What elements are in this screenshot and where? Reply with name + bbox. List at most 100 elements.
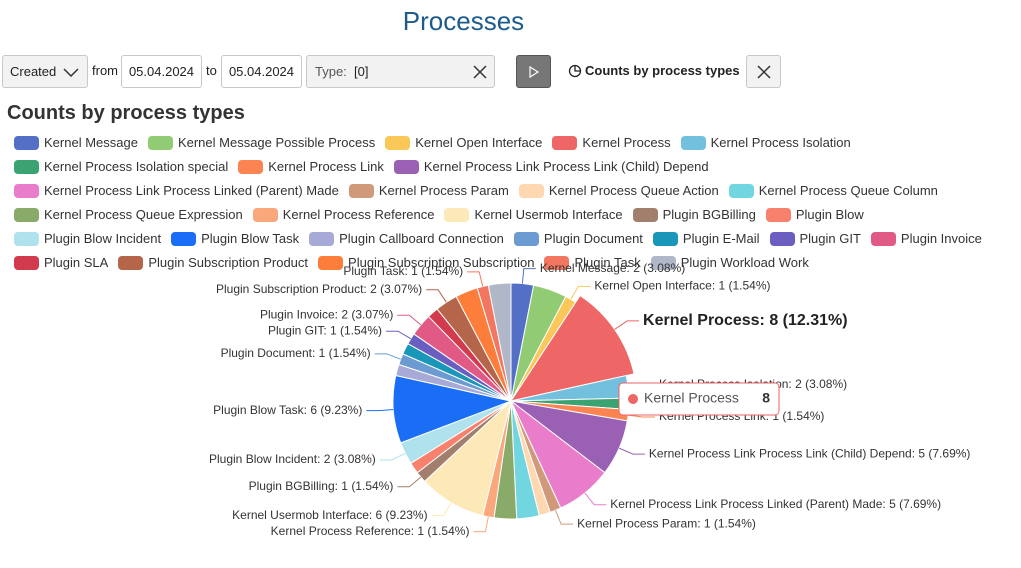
label-line bbox=[584, 492, 607, 506]
legend-item[interactable]: Plugin Blow bbox=[765, 206, 864, 223]
legend-swatch bbox=[728, 183, 754, 198]
to-label: to bbox=[206, 63, 217, 78]
legend-item[interactable]: Kernel Usermob Interface bbox=[444, 206, 623, 223]
legend-item[interactable]: Plugin Task bbox=[544, 254, 641, 271]
legend-item[interactable]: Kernel Process Param bbox=[348, 182, 509, 199]
mode-label: Counts by process types bbox=[585, 63, 740, 78]
legend-swatch bbox=[14, 183, 39, 198]
slice-label: Kernel Open Interface: 1 (1.54%) bbox=[594, 279, 770, 293]
legend-label: Plugin Document bbox=[543, 231, 643, 246]
slice-label: Plugin Invoice: 2 (3.07%) bbox=[260, 307, 393, 321]
legend-item[interactable]: Kernel Process Isolation bbox=[680, 134, 851, 151]
chart-title: Counts by process types bbox=[7, 102, 245, 124]
legend-item[interactable]: Kernel Process Isolation special bbox=[14, 158, 228, 175]
legend-item[interactable]: Plugin E-Mail bbox=[652, 230, 760, 247]
run-button[interactable] bbox=[516, 55, 551, 88]
legend-item[interactable]: Kernel Process Queue Expression bbox=[14, 206, 243, 223]
legend: Kernel Message Kernel Message Possible Pr… bbox=[14, 134, 1019, 271]
slice-label: Plugin Task: 1 (1.54%) bbox=[343, 264, 463, 278]
label-line bbox=[614, 320, 640, 330]
legend-item[interactable]: Plugin Workload Work bbox=[650, 254, 809, 271]
pie-slice bbox=[487, 282, 512, 402]
slice-label: Plugin Document: 1 (1.54%) bbox=[221, 346, 371, 360]
play-icon bbox=[528, 65, 539, 78]
label-line bbox=[397, 476, 422, 488]
label-line bbox=[426, 289, 447, 303]
slice-label: Plugin Blow Incident: 2 (3.08%) bbox=[209, 452, 376, 466]
legend-swatch bbox=[393, 159, 419, 174]
legend-swatch bbox=[14, 255, 39, 270]
legend-label: Plugin Task bbox=[574, 255, 641, 270]
from-label: from bbox=[92, 63, 118, 78]
slice-label: Kernel Process Reference: 1 (1.54%) bbox=[271, 524, 470, 538]
legend-label: Kernel Message bbox=[44, 135, 138, 150]
legend-label: Plugin Invoice bbox=[900, 231, 982, 246]
tooltip-dot bbox=[628, 394, 638, 404]
legend-label: Kernel Process Link Process Link (Child)… bbox=[423, 159, 709, 174]
legend-label: Plugin Callboard Connection bbox=[339, 231, 504, 246]
type-filter[interactable]: Type: [0] bbox=[306, 55, 495, 88]
type-label: Type: bbox=[315, 64, 347, 79]
legend-item[interactable]: Kernel Message bbox=[14, 134, 138, 151]
legend-label: Plugin E-Mail bbox=[682, 231, 760, 246]
pie-icon bbox=[568, 64, 582, 77]
slice-label: Kernel Message: 2 (3.08%) bbox=[540, 261, 685, 275]
tooltip-label: Kernel Process bbox=[644, 390, 739, 406]
legend-label: Kernel Process bbox=[582, 135, 671, 150]
slice-label: Plugin Blow Task: 6 (9.23%) bbox=[213, 403, 362, 417]
mode-indicator: Counts by process types bbox=[568, 63, 740, 78]
legend-swatch bbox=[318, 255, 344, 270]
label-line bbox=[467, 271, 484, 287]
legend-label: Kernel Open Interface bbox=[415, 135, 543, 150]
label-line bbox=[374, 353, 401, 360]
slice-label: Kernel Process Param: 1 (1.54%) bbox=[577, 516, 756, 530]
legend-item[interactable]: Kernel Process bbox=[552, 134, 671, 151]
legend-item[interactable]: Kernel Process Queue Column bbox=[728, 182, 938, 199]
legend-item[interactable]: Plugin Subscription Subscription bbox=[318, 254, 534, 271]
legend-swatch bbox=[385, 135, 411, 150]
legend-item[interactable]: Plugin Invoice bbox=[870, 230, 982, 247]
legend-item[interactable]: Kernel Process Queue Action bbox=[518, 182, 719, 199]
label-line bbox=[570, 285, 591, 300]
to-date: 05.04.2024 bbox=[228, 64, 295, 79]
legend-label: Plugin Subscription Product bbox=[148, 255, 309, 270]
to-date-input[interactable]: 05.04.2024 bbox=[221, 55, 302, 88]
legend-swatch bbox=[870, 231, 896, 246]
slice-label: Kernel Process: 8 (12.31%) bbox=[643, 312, 848, 329]
page-title: Processes bbox=[402, 6, 525, 36]
legend-item[interactable]: Plugin SLA bbox=[14, 254, 108, 271]
legend-item[interactable]: Plugin Subscription Product bbox=[118, 254, 308, 271]
label-line bbox=[555, 510, 574, 525]
label-line bbox=[618, 447, 645, 455]
select-value: Created bbox=[10, 64, 57, 79]
slice-label: Plugin GIT: 1 (1.54%) bbox=[268, 323, 382, 337]
legend-swatch bbox=[769, 231, 795, 246]
from-date: 05.04.2024 bbox=[128, 64, 195, 79]
clear-icon[interactable] bbox=[473, 64, 487, 79]
legend-swatch bbox=[14, 207, 39, 222]
legend-item[interactable]: Kernel Process Link Process Link (Child)… bbox=[393, 158, 709, 175]
from-date-input[interactable]: 05.04.2024 bbox=[121, 55, 202, 88]
legend-item[interactable]: Plugin Blow Incident bbox=[14, 230, 161, 247]
legend-swatch bbox=[14, 159, 39, 174]
chevron-icon bbox=[63, 67, 79, 77]
legend-label: Plugin Workload Work bbox=[680, 255, 809, 270]
legend-item[interactable]: Plugin Document bbox=[513, 230, 643, 247]
legend-item[interactable]: Plugin BGBilling bbox=[632, 206, 756, 223]
legend-swatch bbox=[513, 231, 539, 246]
close-button[interactable] bbox=[746, 55, 781, 88]
legend-item[interactable]: Kernel Message Possible Process bbox=[147, 134, 375, 151]
type-value: [0] bbox=[354, 64, 369, 79]
legend-item[interactable]: Plugin Blow Task bbox=[171, 230, 299, 247]
legend-swatch bbox=[680, 135, 706, 150]
date-field-select[interactable]: Created bbox=[2, 55, 88, 88]
legend-item[interactable]: Plugin GIT bbox=[769, 230, 861, 247]
legend-item[interactable]: Kernel Process Link bbox=[238, 158, 384, 175]
legend-swatch bbox=[552, 135, 578, 150]
legend-item[interactable]: Plugin Callboard Connection bbox=[309, 230, 504, 247]
legend-item[interactable]: Kernel Process Reference bbox=[252, 206, 434, 223]
legend-swatch bbox=[650, 255, 676, 270]
legend-item[interactable]: Kernel Process Link Process Linked (Pare… bbox=[14, 182, 339, 199]
legend-item[interactable]: Kernel Open Interface bbox=[385, 134, 542, 151]
